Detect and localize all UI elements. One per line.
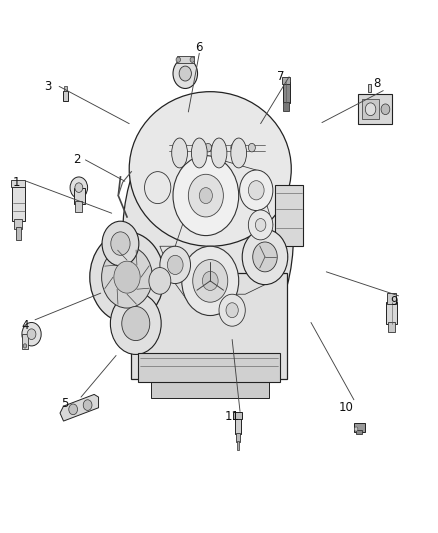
Bar xyxy=(368,84,371,92)
Bar xyxy=(138,353,280,382)
Bar xyxy=(14,219,22,229)
Text: 5: 5 xyxy=(61,397,68,410)
Bar xyxy=(151,377,269,398)
Circle shape xyxy=(202,271,218,290)
Bar xyxy=(237,441,239,450)
Bar xyxy=(74,188,85,204)
Circle shape xyxy=(160,246,191,284)
Circle shape xyxy=(173,156,239,236)
Text: 6: 6 xyxy=(195,42,203,54)
Circle shape xyxy=(193,260,228,302)
Circle shape xyxy=(365,103,376,116)
Ellipse shape xyxy=(123,102,293,369)
Circle shape xyxy=(114,261,140,293)
Circle shape xyxy=(381,104,390,115)
Circle shape xyxy=(83,400,92,410)
Bar xyxy=(11,180,25,187)
Circle shape xyxy=(199,188,212,204)
Text: 8: 8 xyxy=(373,77,380,90)
Circle shape xyxy=(27,329,36,340)
Bar xyxy=(387,293,396,304)
Bar xyxy=(16,227,21,240)
Bar xyxy=(12,187,25,221)
Bar xyxy=(358,94,392,124)
Text: 7: 7 xyxy=(276,70,284,83)
Circle shape xyxy=(242,229,288,285)
Ellipse shape xyxy=(231,138,247,168)
Circle shape xyxy=(70,177,88,198)
Bar xyxy=(235,412,241,434)
Bar xyxy=(386,302,397,324)
Circle shape xyxy=(102,221,139,266)
Circle shape xyxy=(179,66,191,81)
Circle shape xyxy=(110,293,161,354)
Circle shape xyxy=(122,306,150,341)
Circle shape xyxy=(173,59,198,88)
Bar xyxy=(177,56,194,63)
Bar xyxy=(64,86,67,91)
Bar xyxy=(75,201,82,212)
Ellipse shape xyxy=(211,138,227,168)
Circle shape xyxy=(111,232,130,255)
Bar xyxy=(282,77,290,84)
Circle shape xyxy=(90,232,164,322)
Circle shape xyxy=(248,143,255,152)
Polygon shape xyxy=(60,394,99,421)
Circle shape xyxy=(205,143,212,152)
Circle shape xyxy=(231,143,238,152)
Bar xyxy=(354,423,365,432)
Ellipse shape xyxy=(172,138,187,168)
Circle shape xyxy=(22,322,41,346)
Bar xyxy=(63,91,68,101)
Circle shape xyxy=(219,294,245,326)
Circle shape xyxy=(226,303,238,318)
Circle shape xyxy=(253,242,277,272)
Bar xyxy=(356,430,362,434)
Circle shape xyxy=(354,427,358,431)
Bar xyxy=(233,412,242,419)
Text: 2: 2 xyxy=(73,154,81,166)
Text: 1: 1 xyxy=(13,176,21,189)
Circle shape xyxy=(167,255,183,274)
Circle shape xyxy=(240,170,273,211)
Bar xyxy=(236,433,240,442)
Circle shape xyxy=(102,246,152,308)
Circle shape xyxy=(23,344,27,348)
Circle shape xyxy=(248,210,273,240)
Bar xyxy=(362,99,379,119)
Circle shape xyxy=(190,57,194,62)
Text: 4: 4 xyxy=(21,319,29,332)
Circle shape xyxy=(145,172,171,204)
Bar xyxy=(131,273,287,379)
Bar xyxy=(283,102,289,111)
Text: 10: 10 xyxy=(339,401,353,414)
Circle shape xyxy=(176,57,180,62)
Bar xyxy=(22,334,28,349)
Bar xyxy=(283,82,290,103)
Text: 3: 3 xyxy=(45,80,52,93)
Text: 11: 11 xyxy=(225,410,240,423)
Circle shape xyxy=(188,174,223,217)
Ellipse shape xyxy=(191,138,207,168)
Circle shape xyxy=(69,404,78,415)
Circle shape xyxy=(75,183,83,192)
Circle shape xyxy=(255,219,266,231)
Ellipse shape xyxy=(129,92,291,246)
Circle shape xyxy=(182,246,239,316)
Circle shape xyxy=(178,143,185,152)
Text: 9: 9 xyxy=(390,295,398,308)
Circle shape xyxy=(149,268,171,294)
Circle shape xyxy=(248,181,264,200)
Bar xyxy=(388,322,395,332)
Bar xyxy=(275,185,303,246)
